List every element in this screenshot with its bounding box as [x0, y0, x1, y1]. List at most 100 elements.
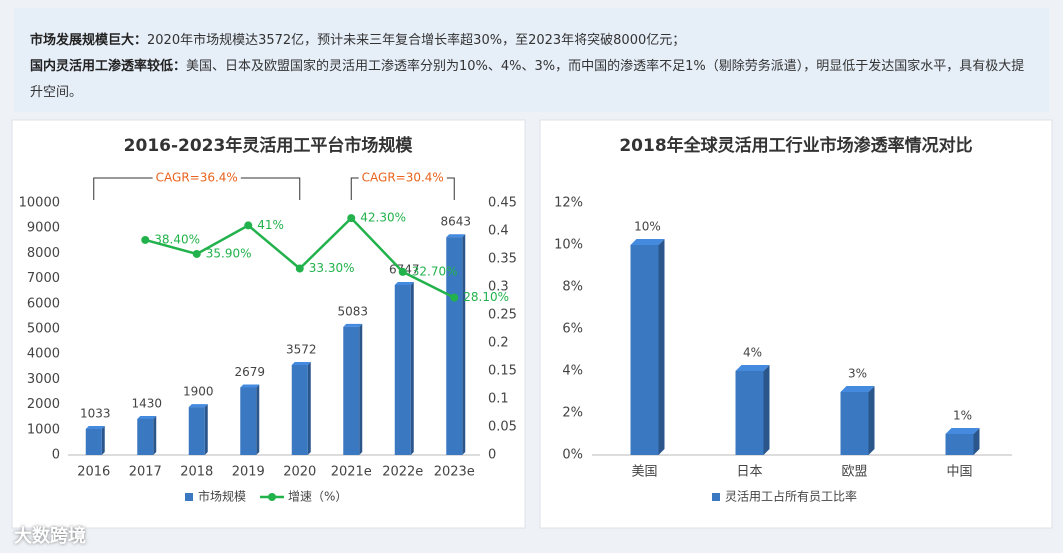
bar-top: [291, 361, 311, 365]
bar-side: [763, 365, 770, 455]
data-label: 2679: [234, 365, 265, 379]
x-tick-label: 2016: [77, 465, 110, 480]
x-tick-label: 2019: [232, 465, 265, 480]
bar-side: [359, 323, 363, 455]
bar-top: [188, 404, 208, 408]
data-label: 35.90%: [206, 246, 252, 260]
panel: [539, 119, 1053, 529]
marker: [398, 267, 407, 276]
y-tick-label: 12%: [554, 196, 583, 211]
y2-tick-label: 0.3: [488, 280, 509, 295]
bar: [630, 245, 659, 455]
bar: [343, 326, 360, 455]
y-tick-label: 8000: [27, 246, 60, 261]
data-label: 42.30%: [360, 211, 406, 225]
y2-tick-label: 0.35: [488, 252, 517, 267]
marker: [347, 214, 356, 223]
bar: [291, 364, 308, 455]
data-label: 41%: [257, 218, 284, 232]
y-tick-label: 2%: [562, 406, 583, 421]
bar: [394, 284, 411, 455]
y-tick-label: 4%: [562, 364, 583, 379]
data-label: 8643: [440, 215, 471, 229]
chart-title: 2016-2023年灵活用工平台市场规模: [124, 135, 414, 156]
x-tick-label: 日本: [736, 465, 762, 480]
y-tick-label: 0: [52, 448, 60, 463]
y-tick-label: 6000: [27, 296, 60, 311]
legend-label: 增速（%）: [288, 490, 347, 504]
data-label: 33.30%: [309, 261, 355, 275]
y2-tick-label: 0: [488, 448, 496, 463]
data-label: 28.10%: [463, 290, 509, 304]
y-tick-label: 10000: [19, 196, 60, 211]
data-label: 3%: [848, 367, 867, 381]
bar: [137, 418, 154, 455]
y-tick-label: 1000: [27, 422, 60, 437]
bar-top: [735, 365, 770, 371]
legend-swatch: [712, 493, 720, 501]
bar-side: [101, 425, 105, 455]
y-tick-label: 2000: [27, 397, 60, 412]
bar-top: [630, 239, 665, 245]
marker: [450, 293, 459, 302]
y2-tick-label: 0.15: [488, 364, 517, 379]
header-bold: 国内灵活用工渗透率较低：: [30, 59, 187, 74]
x-tick-label: 欧盟: [841, 465, 867, 480]
x-tick-label: 2023e: [434, 465, 475, 480]
bar: [188, 407, 205, 455]
x-tick-label: 2020: [283, 465, 316, 480]
y-tick-label: 4000: [27, 347, 60, 362]
legend-swatch: [185, 493, 193, 501]
bar-side: [410, 281, 414, 455]
legend-label: 灵活用工占所有员工比率: [725, 489, 857, 504]
bar: [840, 392, 869, 455]
annotation: CAGR=30.4%: [362, 171, 444, 185]
y-tick-label: 8%: [562, 280, 583, 295]
bar: [735, 371, 764, 455]
y-tick-label: 0%: [562, 448, 583, 463]
bar: [945, 434, 974, 455]
bar-top: [85, 425, 105, 429]
watermark: 大数跨境: [14, 526, 86, 547]
marker: [244, 221, 253, 230]
y2-tick-label: 0.1: [488, 392, 509, 407]
y-tick-label: 9000: [27, 221, 60, 236]
header-text: 美国、日本及欧盟国家的灵活用工渗透率分别为10%、4%、3%，而中国的渗透率不足…: [30, 59, 1025, 100]
bar-top: [394, 281, 414, 285]
annotation-bg: [152, 170, 241, 185]
bar-top: [446, 234, 466, 238]
header-line: 国内灵活用工渗透率较低：美国、日本及欧盟国家的灵活用工渗透率分别为10%、4%、…: [30, 54, 1033, 106]
data-label: 5083: [337, 304, 368, 318]
data-label: 10%: [634, 220, 661, 234]
bar-top: [945, 428, 980, 434]
bar-top: [240, 384, 260, 388]
x-tick-label: 2021e: [331, 465, 372, 480]
bar-top: [840, 386, 875, 392]
x-tick-label: 中国: [946, 465, 972, 480]
y2-tick-label: 0.4: [488, 224, 509, 239]
y2-tick-label: 0.45: [488, 196, 517, 211]
bar-side: [658, 239, 665, 455]
y2-tick-label: 0.25: [488, 308, 517, 323]
y-tick-label: 6%: [562, 322, 583, 337]
chart-title: 2018年全球灵活用工行业市场渗透率情况对比: [619, 135, 972, 156]
y-tick-label: 3000: [27, 372, 60, 387]
bar-side: [307, 361, 311, 455]
bar: [446, 237, 463, 455]
bar: [85, 428, 102, 455]
bar-side: [153, 415, 157, 455]
y-tick-label: 5000: [27, 322, 60, 337]
bar-top: [137, 415, 157, 419]
x-tick-label: 美国: [631, 465, 657, 480]
legend-swatch: [268, 493, 277, 501]
panel: [11, 119, 526, 529]
marker: [295, 264, 304, 273]
data-label: 4%: [743, 346, 762, 360]
bar-side: [868, 386, 875, 455]
header-text: 2020年市场规模达3572亿，预计未来三年复合增长率超30%，至2023年将突…: [147, 33, 686, 48]
y-tick-label: 10%: [554, 238, 583, 253]
header-line: 市场发展规模巨大：2020年市场规模达3572亿，预计未来三年复合增长率超30%…: [30, 28, 1033, 54]
data-label: 32.70%: [412, 264, 458, 278]
x-tick-label: 2017: [129, 465, 162, 480]
